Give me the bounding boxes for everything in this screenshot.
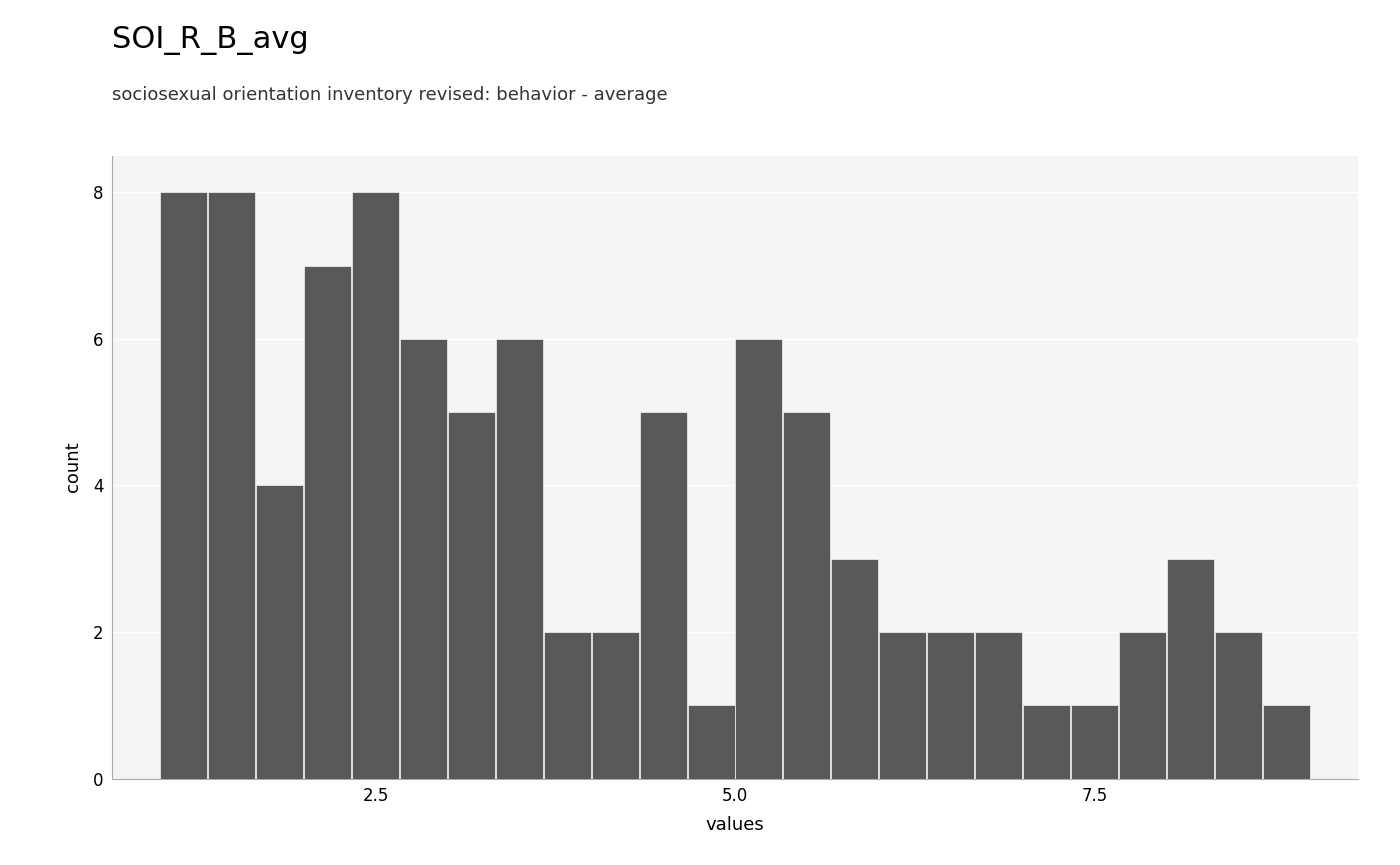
Bar <box>448 412 494 778</box>
Bar <box>161 192 207 778</box>
Bar <box>735 339 783 778</box>
X-axis label: values: values <box>706 816 764 834</box>
Bar <box>543 632 591 778</box>
Bar <box>927 632 974 778</box>
Y-axis label: count: count <box>64 442 83 492</box>
Bar <box>1071 705 1119 778</box>
Bar <box>351 192 399 778</box>
Bar <box>1215 632 1261 778</box>
Bar <box>784 412 830 778</box>
Bar <box>976 632 1022 778</box>
Bar <box>592 632 638 778</box>
Bar <box>1166 559 1214 778</box>
Bar <box>832 559 878 778</box>
Bar <box>1023 705 1070 778</box>
Bar <box>496 339 543 778</box>
Bar <box>687 705 735 778</box>
Bar <box>256 485 304 778</box>
Text: SOI_R_B_avg: SOI_R_B_avg <box>112 26 308 55</box>
Bar <box>400 339 447 778</box>
Bar <box>1119 632 1166 778</box>
Bar <box>640 412 686 778</box>
Bar <box>879 632 927 778</box>
Bar <box>1263 705 1309 778</box>
Bar <box>304 266 351 778</box>
Bar <box>209 192 255 778</box>
Text: sociosexual orientation inventory revised: behavior - average: sociosexual orientation inventory revise… <box>112 86 668 105</box>
